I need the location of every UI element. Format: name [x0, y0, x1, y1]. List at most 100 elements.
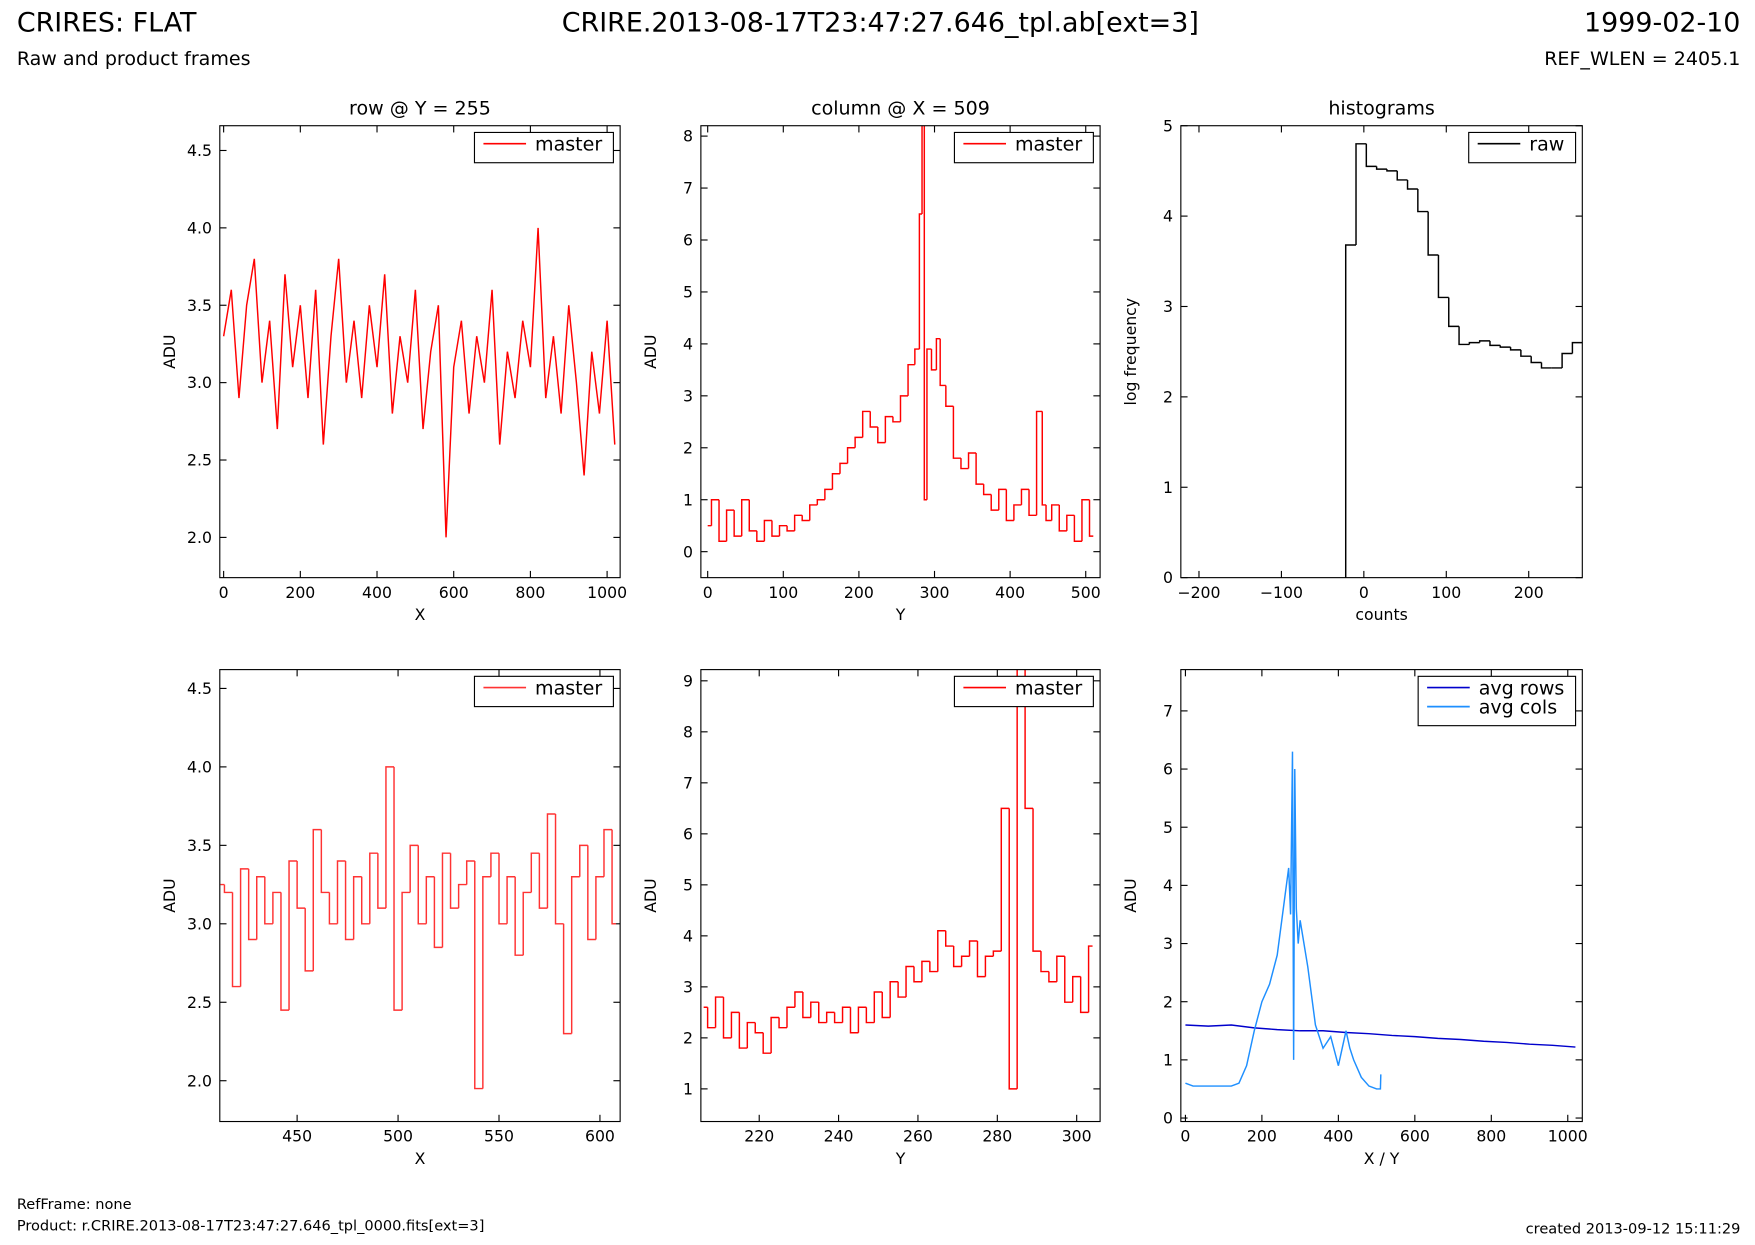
step-segment [960, 458, 969, 470]
x-tick-label: 800 [515, 583, 545, 602]
step-segment [344, 861, 354, 941]
legend-box [953, 131, 1094, 164]
y-tick-label: 5 [1163, 818, 1173, 837]
x-axis-label: Y [895, 1149, 906, 1168]
step-segment [457, 883, 467, 909]
step-segment [1071, 975, 1081, 1003]
x-tick-label: 300 [920, 583, 950, 602]
histogram-bin [1530, 356, 1542, 364]
histogram-bin [1571, 341, 1583, 354]
step-segment [352, 876, 362, 940]
step-segment [861, 410, 871, 438]
step-segment [998, 488, 1007, 511]
step-segment [1066, 514, 1075, 531]
step-segment [546, 813, 556, 909]
step-segment [825, 1011, 835, 1023]
step-segment [884, 415, 893, 443]
step-segment [1081, 498, 1090, 542]
histogram-bin [1561, 352, 1573, 368]
step-segment [907, 363, 915, 396]
step-segment [952, 946, 962, 968]
legend: master [953, 131, 1094, 164]
histogram-bin [1540, 362, 1552, 369]
axes-frame [1180, 669, 1583, 1123]
axes-frame [1180, 125, 1583, 579]
x-tick-label: 400 [1323, 1127, 1353, 1146]
step-segment [1058, 504, 1067, 532]
y-tick-label: 0 [1163, 568, 1173, 587]
step-segment [1088, 499, 1094, 537]
y-tick-label: 1 [1163, 1050, 1173, 1069]
step-segment [1005, 489, 1014, 522]
y-tick-label: 5 [683, 875, 693, 894]
subtitle: Raw and product frames [17, 48, 251, 70]
y-tick-label: 1 [1163, 478, 1173, 497]
step-segment [1079, 976, 1089, 1014]
step-segment [393, 766, 403, 1011]
step-segment [754, 1022, 764, 1034]
y-tick-label: 2.5 [187, 451, 212, 470]
step-segment [1032, 808, 1041, 952]
step-segment [865, 1007, 875, 1024]
y-tick-label: 3 [683, 977, 693, 996]
panel-title: column @ X = 509 [811, 98, 990, 120]
axes-frame [219, 125, 621, 579]
x-tick-label: 0 [219, 583, 229, 602]
step-segment [320, 829, 330, 894]
step-segment [937, 930, 946, 972]
x-tick-label: 450 [282, 1127, 312, 1146]
y-tick-label: 3 [1163, 297, 1173, 316]
y-tick-label: 5 [683, 283, 693, 302]
x-tick-label: 240 [824, 1127, 854, 1146]
y-tick-label: 4.5 [187, 141, 212, 160]
step-segment [992, 950, 1002, 957]
step-segment [960, 955, 970, 967]
histogram-bin [1344, 244, 1357, 578]
legend-label: master [535, 677, 602, 699]
x-tick-label: 260 [903, 1127, 933, 1146]
y-tick-label: 0 [683, 542, 693, 561]
step-segment [923, 125, 927, 501]
legend-box [1417, 675, 1577, 727]
step-segment [794, 991, 803, 1008]
x-tick-label: 200 [285, 583, 315, 602]
step-segment [328, 892, 338, 925]
y-tick-label: 8 [683, 722, 693, 741]
step-segment [809, 504, 818, 521]
step-segment [824, 488, 833, 500]
step-segment [417, 845, 427, 925]
y-tick-label: 3.5 [187, 296, 212, 315]
step-segment [296, 861, 306, 909]
step-segment [1087, 945, 1093, 1013]
step-segment [223, 884, 233, 894]
step-segment [930, 349, 937, 371]
legend-box [953, 675, 1094, 708]
step-segment [1040, 951, 1049, 973]
plot-area [1344, 143, 1583, 578]
x-tick-label: 220 [744, 1127, 774, 1146]
step-segment [482, 876, 491, 1089]
y-tick-label: 4 [1163, 876, 1173, 895]
legend: master [473, 131, 614, 164]
histogram-bin [1478, 340, 1490, 343]
step-segment [786, 525, 795, 532]
ref-wlen: REF_WLEN = 2405.1 [1544, 48, 1740, 70]
y-tick-label: 2 [1163, 992, 1173, 1011]
step-segment [833, 1012, 843, 1024]
step-segment [929, 961, 938, 973]
legend: raw [1468, 131, 1577, 164]
step-segment [498, 853, 508, 925]
step-segment [975, 452, 984, 485]
y-axis-label: ADU [641, 878, 660, 912]
x-axis-label: counts [1355, 605, 1407, 624]
y-tick-label: 3 [1163, 934, 1173, 953]
file-name: CRIRE.2013-08-17T23:47:27.646_tpl.ab[ext… [562, 8, 1199, 39]
ref-frame: RefFrame: none [17, 1196, 132, 1213]
step-segment [280, 892, 290, 1011]
y-tick-label: 4 [683, 926, 693, 945]
step-segment [409, 844, 419, 893]
step-segment [1016, 669, 1018, 1089]
y-tick-label: 7 [683, 179, 693, 198]
step-segment [1000, 807, 1010, 952]
